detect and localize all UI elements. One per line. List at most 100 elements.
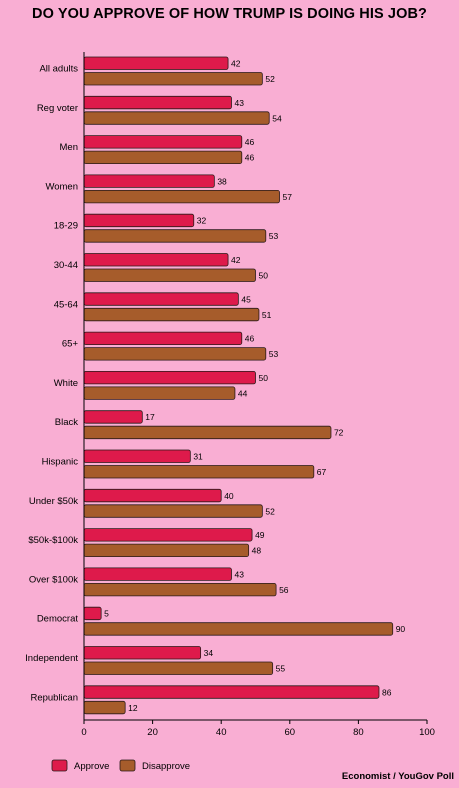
bar-approve	[83, 685, 380, 699]
bar-disapprove	[83, 543, 250, 557]
bar-approve	[83, 213, 195, 228]
category-label: Over $100k	[29, 574, 78, 585]
x-tick-label: 60	[285, 727, 296, 738]
category-label: Women	[45, 181, 78, 192]
data-label: 12	[128, 703, 138, 713]
category-label: 45-64	[54, 299, 78, 310]
data-label: 72	[334, 428, 344, 438]
bar-disapprove	[83, 150, 243, 165]
category-label: Hispanic	[42, 457, 79, 468]
data-label: 50	[259, 373, 269, 383]
bar-approve	[83, 528, 253, 542]
category-label: Under $50k	[29, 496, 78, 507]
data-label: 43	[234, 569, 244, 579]
data-label: 42	[231, 255, 241, 265]
data-label: 5	[104, 609, 109, 619]
x-tick-label: 100	[419, 727, 435, 738]
legend-label-approve: Approve	[74, 761, 109, 772]
bar-disapprove	[83, 700, 126, 715]
category-label: $50k-$100k	[28, 535, 78, 546]
bar-approve	[83, 56, 229, 70]
category-label: All adults	[39, 64, 78, 75]
category-label: Republican	[30, 692, 78, 703]
data-label: 57	[283, 192, 293, 202]
category-label: Black	[55, 417, 78, 428]
bar-disapprove	[83, 386, 236, 400]
bar-approve	[83, 646, 202, 660]
bar-disapprove	[83, 504, 263, 518]
bar-approve	[83, 292, 239, 306]
bars-layer	[83, 56, 394, 715]
bar-disapprove	[83, 307, 260, 322]
data-label: 46	[245, 137, 255, 147]
data-label: 49	[255, 530, 265, 540]
bar-disapprove	[83, 189, 280, 204]
bar-disapprove	[83, 229, 267, 243]
category-label: White	[54, 378, 78, 389]
data-label: 48	[252, 546, 262, 556]
bar-approve	[83, 449, 191, 463]
legend-swatch-disapprove	[119, 759, 136, 772]
legend-swatch-approve	[51, 759, 68, 772]
data-label: 56	[279, 585, 289, 595]
chart-title: DO YOU APPROVE OF HOW TRUMP IS DOING HIS…	[32, 6, 427, 22]
bar-approve	[83, 567, 232, 581]
bar-approve	[83, 488, 222, 503]
data-label: 55	[276, 664, 286, 674]
data-label: 46	[245, 153, 255, 163]
bar-disapprove	[83, 425, 332, 440]
bar-disapprove	[83, 661, 274, 675]
data-label: 31	[193, 452, 203, 462]
category-label: 30-44	[54, 260, 78, 271]
category-label: Men	[60, 142, 78, 153]
data-label: 34	[204, 648, 214, 658]
bar-disapprove	[83, 111, 270, 125]
source-credit: Economist / YouGov Poll	[341, 771, 454, 782]
data-label: 42	[231, 59, 241, 69]
data-label: 86	[382, 687, 392, 697]
bar-disapprove	[83, 583, 277, 597]
data-label: 90	[396, 624, 406, 634]
bar-approve	[83, 370, 256, 385]
bar-approve	[83, 253, 229, 267]
bar-approve	[83, 95, 232, 110]
x-tick-label: 40	[216, 727, 227, 738]
bar-disapprove	[83, 72, 263, 86]
bar-disapprove	[83, 347, 267, 361]
category-label: 65+	[62, 339, 79, 350]
x-tick-label: 0	[81, 727, 86, 738]
bar-disapprove	[83, 268, 256, 282]
data-label: 52	[265, 74, 275, 84]
legend: Approve Disapprove	[51, 759, 190, 772]
bar-approve	[83, 331, 243, 346]
category-label: Reg voter	[37, 103, 78, 114]
bar-disapprove	[83, 622, 394, 636]
data-label: 40	[224, 491, 234, 501]
axes-layer: 0 20 40 60 80 100	[81, 52, 435, 738]
data-label: 53	[269, 231, 279, 241]
labels-layer: All adults 42 52 Reg voter 43 54 Men 46 46 Women 3…	[25, 59, 405, 713]
data-label: 53	[269, 349, 279, 359]
data-label: 38	[217, 176, 227, 186]
data-label: 44	[238, 388, 248, 398]
data-label: 45	[241, 294, 251, 304]
data-label: 54	[272, 113, 282, 123]
data-label: 67	[317, 467, 327, 477]
x-tick-label: 80	[353, 727, 364, 738]
category-label: Independent	[25, 653, 78, 664]
bar-disapprove	[83, 465, 315, 479]
category-label: 18-29	[54, 221, 78, 232]
bar-approve	[83, 606, 102, 621]
data-label: 51	[262, 310, 272, 320]
bar-approve	[83, 135, 243, 149]
data-label: 50	[259, 271, 269, 281]
data-label: 43	[234, 98, 244, 108]
data-label: 17	[145, 412, 155, 422]
data-label: 52	[265, 506, 275, 516]
category-label: Democrat	[37, 614, 79, 625]
bar-approve	[83, 174, 215, 188]
data-label: 46	[245, 334, 255, 344]
x-tick-label: 20	[147, 727, 158, 738]
legend-label-disapprove: Disapprove	[142, 761, 190, 772]
